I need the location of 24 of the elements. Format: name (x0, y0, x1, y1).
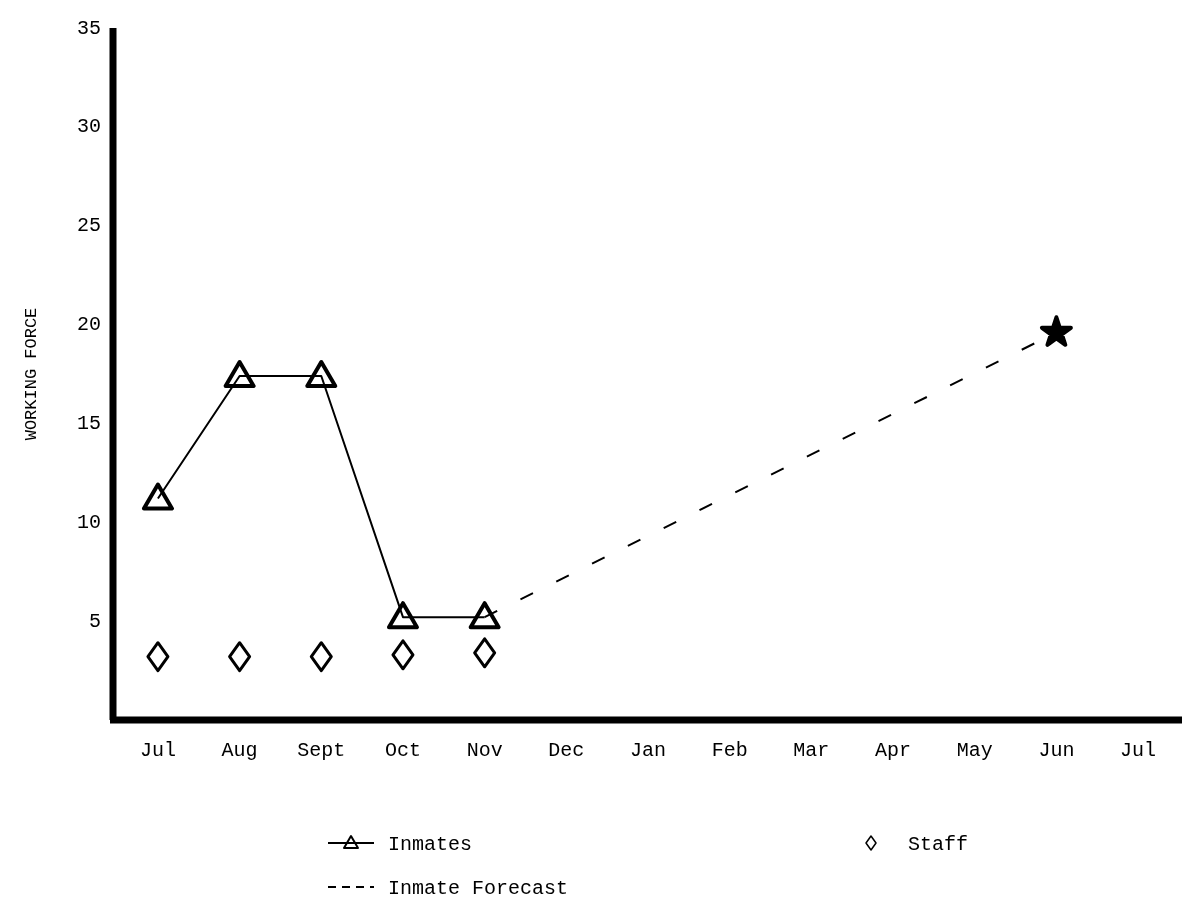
y-tick-label: 25 (76, 214, 101, 238)
y-tick-label: 35 (76, 16, 101, 40)
x-tick-label: Dec (548, 739, 585, 762)
y-tick-label: 5 (88, 609, 101, 633)
y-tick-label: 15 (76, 411, 101, 435)
x-tick-label: Nov (466, 739, 503, 762)
y-axis-title: WORKING FORCE (22, 307, 41, 441)
x-tick-label: Feb (711, 739, 748, 762)
y-tick-label: 30 (76, 115, 101, 139)
x-tick-label: Aug (221, 739, 258, 762)
y-tick-label: 10 (76, 510, 101, 534)
x-tick-label: Jul (1120, 739, 1157, 762)
y-tick-label: 20 (76, 313, 101, 337)
x-tick-label: Jul (139, 739, 176, 762)
x-tick-label: May (956, 739, 993, 762)
x-tick-label: Jan (629, 739, 667, 762)
x-tick-label: Sept (297, 739, 346, 762)
x-tick-label: Mar (793, 739, 830, 762)
legend-label: Staff (908, 833, 969, 856)
legend-label: Inmate Forecast (388, 877, 569, 900)
x-tick-label: Apr (875, 739, 912, 762)
x-tick-label: Oct (384, 739, 421, 762)
legend-label: Inmates (388, 833, 473, 856)
x-tick-label: Jun (1038, 739, 1075, 762)
